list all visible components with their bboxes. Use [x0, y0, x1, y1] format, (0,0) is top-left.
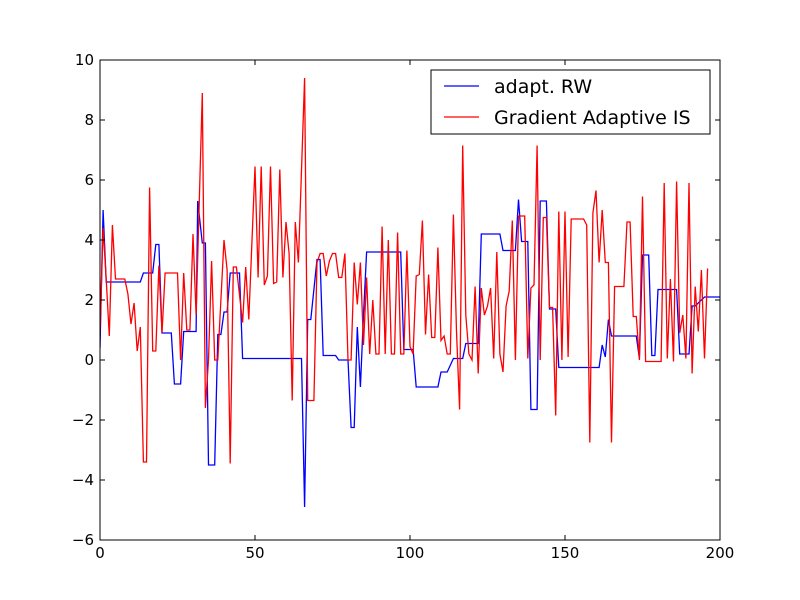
y-axis: −6 −4 −2 0 2 4 6 8 10 — [72, 51, 720, 549]
y-tick-label: 6 — [84, 171, 94, 189]
x-tick-label: 200 — [706, 544, 735, 562]
y-tick-label: 0 — [84, 351, 94, 369]
x-tick-label: 150 — [551, 544, 580, 562]
y-tick-label: −4 — [72, 471, 94, 489]
x-tick-label: 100 — [396, 544, 425, 562]
y-tick-label: 8 — [84, 111, 94, 129]
legend-label-adapt-rw: adapt. RW — [494, 76, 592, 98]
legend: adapt. RW Gradient Adaptive IS — [430, 69, 711, 135]
y-tick-label: 2 — [84, 291, 94, 309]
legend-box — [430, 69, 711, 135]
y-tick-label: −6 — [72, 531, 94, 549]
y-tick-label: 4 — [84, 231, 94, 249]
x-axis: 0 50 100 150 200 — [95, 60, 734, 562]
legend-label-gradient-adaptive-is: Gradient Adaptive IS — [494, 107, 691, 129]
series-line-gradient-adaptive-is — [100, 77, 709, 464]
series-layer — [100, 77, 720, 508]
y-tick-label: −2 — [72, 411, 94, 429]
x-tick-label: 50 — [245, 544, 264, 562]
x-tick-label: 0 — [95, 544, 105, 562]
y-tick-label: 10 — [75, 51, 94, 69]
